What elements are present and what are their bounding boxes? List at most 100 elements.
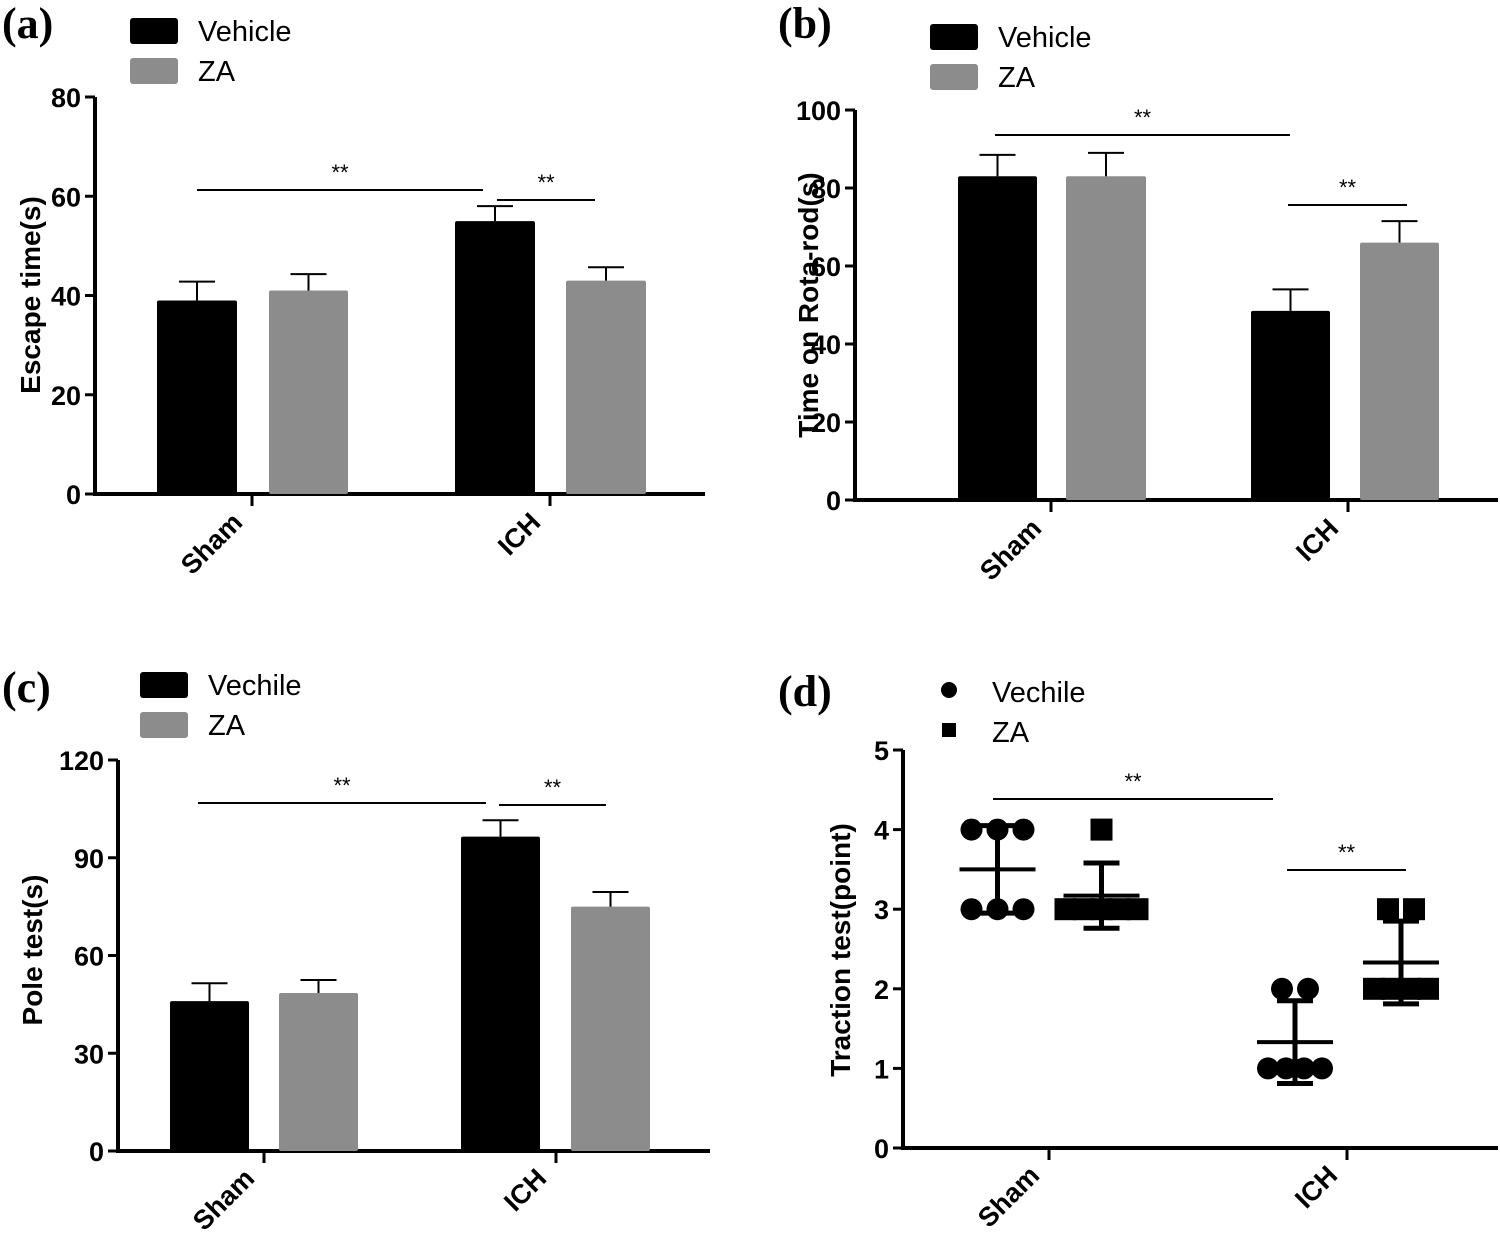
legend-label: ZA bbox=[992, 717, 1030, 749]
data-point-square bbox=[1072, 898, 1095, 921]
data-point-square bbox=[1399, 977, 1421, 1000]
y-tick-label: 90 bbox=[74, 844, 104, 874]
legend-label: ZA bbox=[208, 710, 246, 742]
bar-sham-vehicle bbox=[958, 176, 1037, 501]
y-tick-label: 5 bbox=[874, 736, 889, 766]
y-tick-label: 80 bbox=[811, 174, 841, 204]
data-point-square bbox=[1363, 977, 1385, 1000]
significance-label: ** bbox=[544, 775, 562, 800]
data-point-square bbox=[1108, 898, 1131, 921]
significance-label: ** bbox=[1124, 769, 1142, 794]
bar-sham-vehicle bbox=[157, 300, 237, 494]
legend-swatch-vechile bbox=[140, 672, 188, 698]
data-point-square bbox=[1126, 898, 1149, 921]
y-tick-label: 20 bbox=[811, 408, 841, 438]
data-point-square bbox=[1403, 898, 1425, 921]
legend-swatch-vehicle bbox=[130, 18, 178, 44]
legend-swatch-za bbox=[130, 58, 178, 84]
data-point-circle bbox=[1257, 1057, 1279, 1080]
y-tick-label: 100 bbox=[796, 96, 841, 126]
panel-label: (b) bbox=[778, 0, 832, 48]
data-point-square bbox=[1054, 898, 1077, 921]
y-tick-label: 60 bbox=[51, 182, 81, 212]
bar-ich-za bbox=[571, 906, 650, 1151]
x-tick-label: Sham bbox=[974, 513, 1047, 586]
legend-label: Vechile bbox=[208, 670, 302, 702]
panel-c: (c) Vechile ZA 0 30 60 90 120 Pole test(s) Sham IC… bbox=[2, 663, 710, 1236]
x-tick-label: Sham bbox=[972, 1160, 1045, 1233]
significance-label: ** bbox=[1134, 105, 1152, 130]
y-tick-label: 0 bbox=[66, 480, 81, 510]
y-tick-label: 120 bbox=[59, 746, 104, 776]
data-point-circle bbox=[1012, 898, 1035, 921]
legend-swatch-vehicle bbox=[930, 24, 978, 50]
legend-marker-circle bbox=[941, 682, 957, 698]
y-tick-label: 60 bbox=[74, 942, 104, 972]
bar-ich-vechile bbox=[461, 836, 540, 1151]
panel-a: (a) Vehicle ZA 0 20 40 60 80 Escape time(s) Sham I… bbox=[2, 0, 705, 580]
data-point-square bbox=[1377, 898, 1399, 921]
y-tick-label: 40 bbox=[811, 330, 841, 360]
x-tick-label: Sham bbox=[187, 1163, 260, 1236]
data-point-square bbox=[1381, 977, 1403, 1000]
data-point-square bbox=[1090, 818, 1113, 841]
panel-d: (d) Vechile ZA 0 1 2 3 4 5 Traction test(point) Sh… bbox=[778, 667, 1498, 1233]
y-tick-label: 2 bbox=[874, 975, 889, 1005]
x-tick-label: ICH bbox=[1290, 513, 1344, 567]
y-tick-label: 1 bbox=[874, 1054, 889, 1084]
significance-label: ** bbox=[1338, 840, 1356, 865]
legend-label: ZA bbox=[198, 56, 236, 88]
y-tick-label: 3 bbox=[874, 895, 889, 925]
legend-label: ZA bbox=[998, 62, 1036, 94]
bar-ich-vehicle bbox=[455, 221, 535, 494]
x-tick-label: ICH bbox=[498, 1163, 552, 1217]
legend-marker-square bbox=[942, 723, 956, 737]
y-tick-label: 80 bbox=[51, 83, 81, 113]
panel-label: (a) bbox=[2, 0, 53, 48]
bar-ich-za bbox=[566, 280, 646, 494]
y-tick-label: 0 bbox=[874, 1134, 889, 1164]
data-point-circle bbox=[1271, 977, 1293, 1000]
y-tick-label: 60 bbox=[811, 252, 841, 282]
legend-label: Vehicle bbox=[998, 22, 1092, 54]
data-point-circle bbox=[1275, 1057, 1297, 1080]
data-point-circle bbox=[1012, 818, 1035, 841]
data-point-circle bbox=[960, 818, 983, 841]
x-tick-label: Sham bbox=[175, 507, 248, 580]
legend-label: Vechile bbox=[992, 677, 1086, 709]
data-point-circle bbox=[1293, 1057, 1315, 1080]
y-axis-title: Traction test(point) bbox=[825, 823, 856, 1077]
significance-label: ** bbox=[1339, 175, 1357, 200]
bar-sham-za bbox=[279, 992, 358, 1151]
y-tick-label: 20 bbox=[51, 381, 81, 411]
bar-sham-vechile bbox=[170, 1001, 249, 1151]
legend-label: Vehicle bbox=[198, 16, 292, 48]
data-point-circle bbox=[1311, 1057, 1333, 1080]
y-tick-label: 4 bbox=[874, 816, 889, 846]
significance-label: ** bbox=[331, 160, 349, 185]
y-tick-label: 0 bbox=[826, 486, 841, 516]
bar-sham-za bbox=[1066, 176, 1146, 501]
y-axis-title: Pole test(s) bbox=[17, 875, 48, 1026]
x-tick-label: ICH bbox=[1289, 1160, 1343, 1214]
data-point-circle bbox=[960, 898, 983, 921]
significance-label: ** bbox=[333, 773, 351, 798]
bar-sham-za bbox=[269, 290, 348, 494]
panel-b: (b) Vehicle ZA 0 20 40 60 80 100 Time on Rota-rod… bbox=[778, 0, 1498, 586]
panel-label: (c) bbox=[2, 663, 51, 712]
y-tick-label: 40 bbox=[51, 282, 81, 312]
y-axis-title: Time on Rota-rod(s) bbox=[793, 172, 824, 437]
legend-swatch-za bbox=[930, 64, 978, 90]
y-tick-label: 30 bbox=[74, 1039, 104, 1069]
bar-ich-za bbox=[1360, 242, 1439, 500]
data-point-circle bbox=[1297, 977, 1319, 1000]
data-point-square bbox=[1417, 977, 1439, 1000]
x-tick-label: ICH bbox=[492, 507, 546, 561]
significance-label: ** bbox=[537, 170, 555, 195]
panel-label: (d) bbox=[778, 667, 832, 716]
bar-ich-vehicle bbox=[1251, 310, 1330, 500]
legend-swatch-za bbox=[140, 712, 188, 738]
y-axis-title: Escape time(s) bbox=[15, 196, 46, 394]
y-tick-label: 0 bbox=[89, 1137, 104, 1167]
